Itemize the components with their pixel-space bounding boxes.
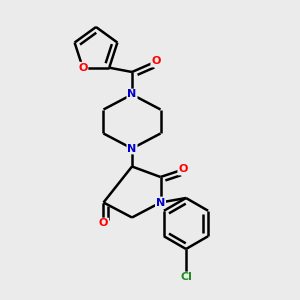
Text: O: O	[99, 218, 108, 229]
Text: O: O	[151, 56, 161, 67]
Text: Cl: Cl	[180, 272, 192, 283]
Text: N: N	[128, 143, 136, 154]
Text: N: N	[156, 197, 165, 208]
Text: N: N	[128, 89, 136, 100]
Text: O: O	[178, 164, 188, 175]
Text: O: O	[78, 63, 88, 73]
